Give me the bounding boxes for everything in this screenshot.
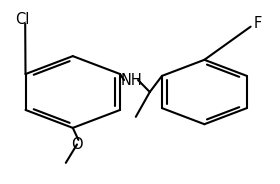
Text: F: F [253, 15, 262, 31]
Text: O: O [71, 137, 83, 152]
Text: Cl: Cl [15, 12, 30, 27]
Text: NH: NH [120, 72, 142, 88]
